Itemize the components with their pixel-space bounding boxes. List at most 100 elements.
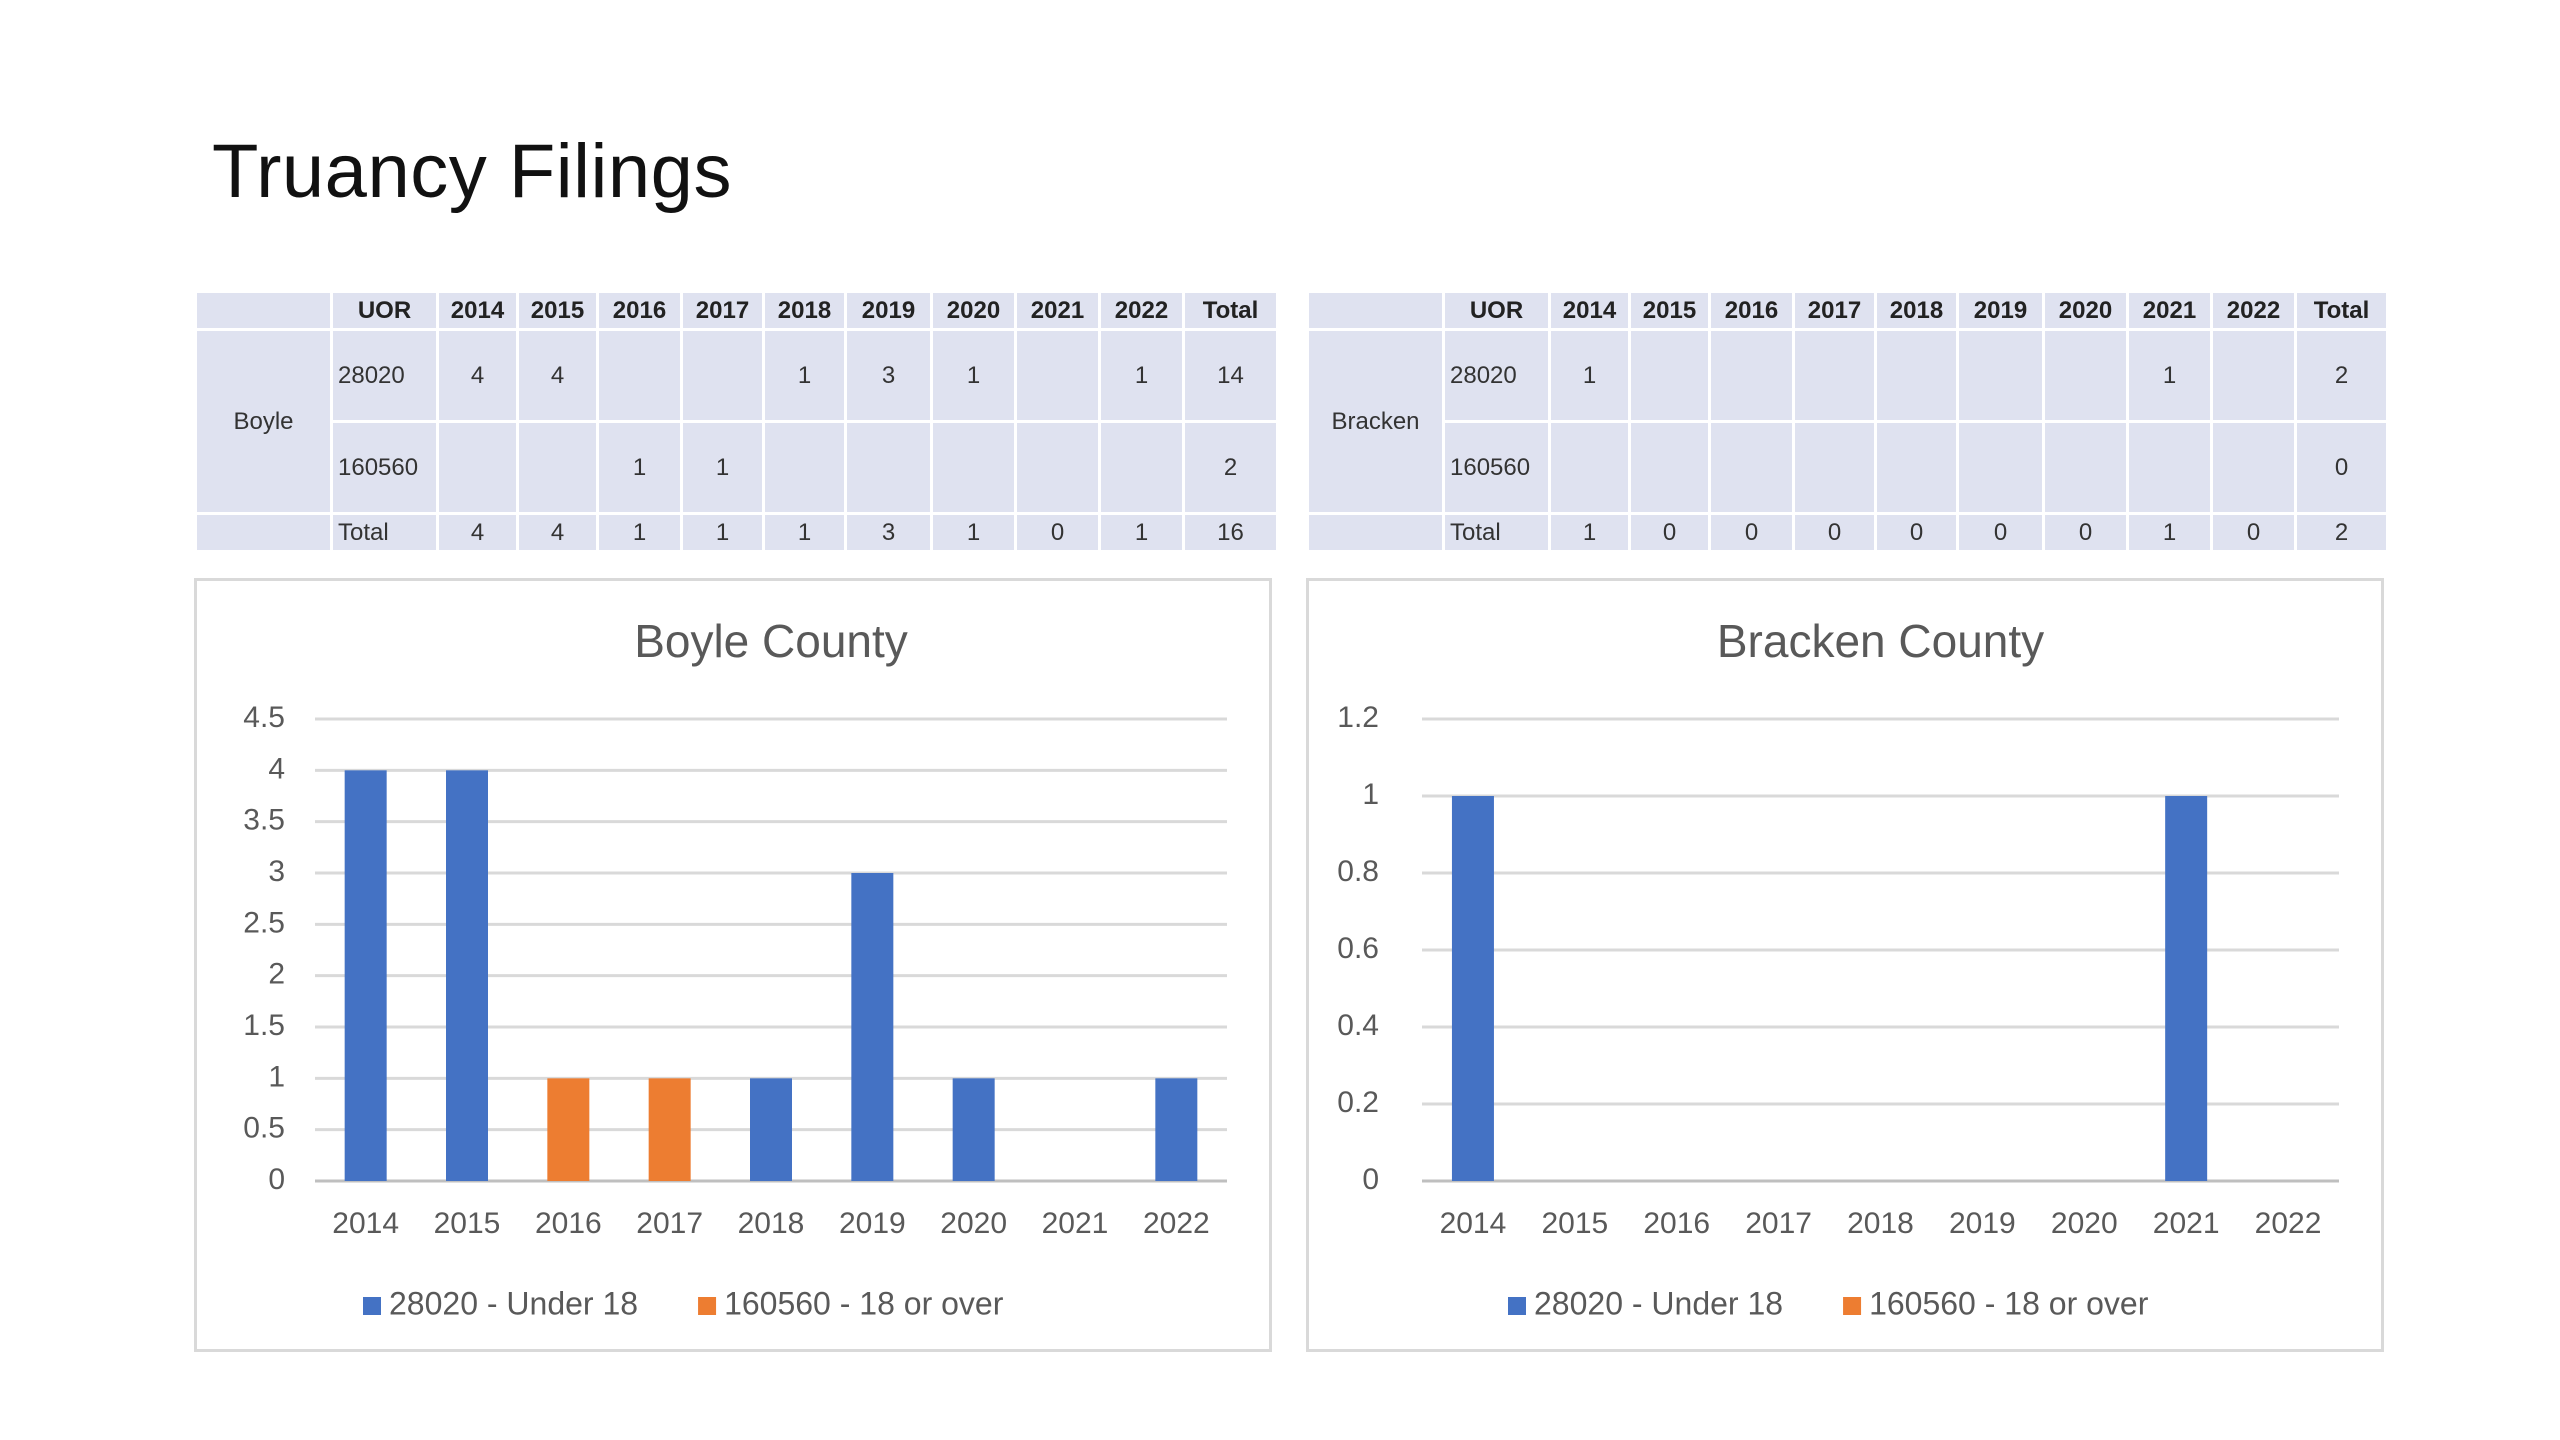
uor-cell: 28020 [330, 328, 439, 423]
y-tick-label: 0 [268, 1163, 285, 1196]
column-header: 2018 [1874, 290, 1959, 331]
table-cell: 1 [2126, 512, 2213, 553]
table-cell: 0 [1874, 512, 1959, 553]
table-total-row: Total 1 0 0 0 0 0 0 1 0 2 [1306, 512, 2389, 553]
x-tick-label: 2020 [940, 1207, 1007, 1240]
x-tick-label: 2016 [535, 1207, 602, 1240]
table-cell [762, 420, 847, 515]
table-cell [1708, 420, 1795, 515]
column-header: 2014 [436, 290, 519, 331]
legend-label: 160560 - 18 or over [724, 1285, 1004, 1321]
x-tick-label: 2017 [1745, 1207, 1812, 1240]
legend-swatch [1508, 1297, 1526, 1315]
column-header: 2018 [762, 290, 847, 331]
table-total-row: Total 4 4 1 1 1 3 1 0 1 16 [194, 512, 1279, 553]
table-cell: 1 [596, 512, 683, 553]
x-tick-label: 2015 [1541, 1207, 1608, 1240]
table-cell: 1 [1548, 512, 1631, 553]
table-cell: 1 [680, 512, 765, 553]
column-header: 2019 [844, 290, 933, 331]
column-header: 2022 [1098, 290, 1185, 331]
table-cell [1548, 420, 1631, 515]
column-header: 2017 [1792, 290, 1877, 331]
table-cell [1098, 420, 1185, 515]
county-label: Bracken [1306, 328, 1445, 515]
column-header: 2015 [516, 290, 599, 331]
county-label: Boyle [194, 328, 333, 515]
table-cell [1874, 328, 1959, 423]
column-header: 2016 [596, 290, 683, 331]
x-tick-label: 2019 [1949, 1207, 2016, 1240]
table-corner-cell [1306, 290, 1445, 331]
table-cell: 2 [2294, 512, 2389, 553]
y-tick-label: 1 [268, 1060, 285, 1093]
bracken-chart: Bracken County 0 0.2 0.4 0.6 0.8 1 1.2 2014 2015 2… [1306, 578, 2384, 1352]
table-cell: 1 [930, 328, 1017, 423]
table-header-row: UOR 2014 2015 2016 2017 2018 2019 2020 2… [194, 290, 1279, 331]
boyle-chart: Boyle County 0 0.5 1 1.5 2 2.5 3 3.5 4 4.5 2014 2015… [194, 578, 1272, 1352]
bar [648, 1078, 691, 1181]
column-header: 2021 [1014, 290, 1101, 331]
table-cell [1628, 328, 1711, 423]
uor-cell: 160560 [1442, 420, 1551, 515]
table-cell [2210, 420, 2297, 515]
table-cell: 1 [762, 512, 847, 553]
table-cell: 0 [2294, 420, 2389, 515]
table-cell [2126, 420, 2213, 515]
chart-title: Boyle County [634, 615, 908, 667]
x-tick-label: 2022 [2255, 1207, 2322, 1240]
legend-label: 28020 - Under 18 [1534, 1285, 1783, 1321]
table-cell [2042, 420, 2129, 515]
table-blank-cell [1306, 512, 1445, 553]
y-tick-label: 0 [1362, 1163, 1379, 1196]
y-tick-label: 0.5 [243, 1112, 285, 1145]
table-cell [1956, 328, 2045, 423]
table-cell [1874, 420, 1959, 515]
table-cell [2042, 328, 2129, 423]
column-header: UOR [330, 290, 439, 331]
x-tick-label: 2017 [636, 1207, 703, 1240]
table-cell: 4 [516, 512, 599, 553]
bar [344, 770, 387, 1181]
column-header: 2014 [1548, 290, 1631, 331]
y-tick-label: 4.5 [243, 701, 285, 734]
table-cell: 0 [1792, 512, 1877, 553]
column-header: Total [2294, 290, 2389, 331]
table-cell: 4 [516, 328, 599, 423]
x-tick-label: 2020 [2051, 1207, 2118, 1240]
table-cell: 1 [596, 420, 683, 515]
table-cell [1956, 420, 2045, 515]
table-corner-cell [194, 290, 333, 331]
y-tick-label: 2 [268, 958, 285, 991]
legend-label: 160560 - 18 or over [1869, 1285, 2149, 1321]
y-tick-label: 1.2 [1337, 701, 1379, 734]
y-tick-label: 0.2 [1337, 1086, 1379, 1119]
bar [2165, 796, 2208, 1181]
uor-cell: 28020 [1442, 328, 1551, 423]
x-tick-label: 2016 [1643, 1207, 1710, 1240]
column-header: 2019 [1956, 290, 2045, 331]
table-cell: 0 [1956, 512, 2045, 553]
bar [446, 770, 488, 1181]
table-cell [1792, 328, 1877, 423]
table-header-row: UOR 2014 2015 2016 2017 2018 2019 2020 2… [1306, 290, 2389, 331]
column-header: 2020 [930, 290, 1017, 331]
table-cell: 1 [762, 328, 847, 423]
boyle-chart-svg: Boyle County 0 0.5 1 1.5 2 2.5 3 3.5 4 4.5 2014 2015… [243, 615, 1227, 1321]
table-blank-cell [194, 512, 333, 553]
table-cell [436, 420, 519, 515]
table-cell: 1 [680, 420, 765, 515]
y-tick-label: 0.6 [1337, 932, 1379, 965]
y-tick-label: 0.8 [1337, 855, 1379, 888]
table-cell: 1 [2126, 328, 2213, 423]
table-cell: 2 [1182, 420, 1279, 515]
table-cell [1014, 328, 1101, 423]
bar [547, 1078, 590, 1181]
table-cell [1014, 420, 1101, 515]
column-header: 2017 [680, 290, 765, 331]
x-tick-label: 2014 [1440, 1207, 1507, 1240]
uor-cell: Total [330, 512, 439, 553]
table-cell: 3 [844, 328, 933, 423]
table-row: 160560 0 [1308, 420, 2389, 515]
x-tick-label: 2021 [1042, 1207, 1109, 1240]
